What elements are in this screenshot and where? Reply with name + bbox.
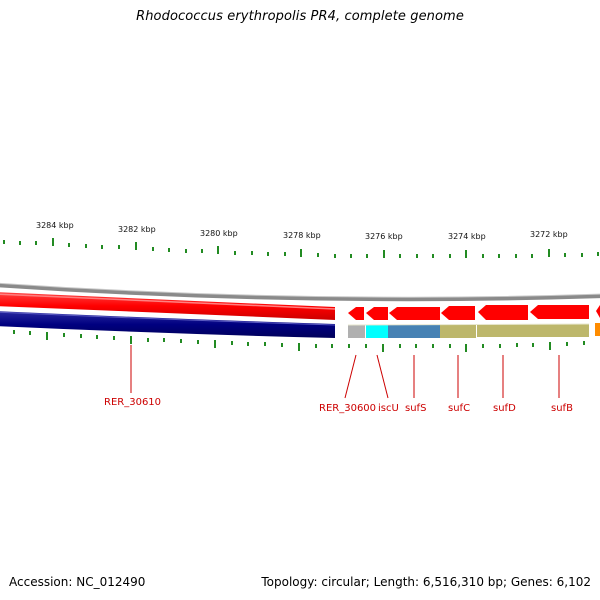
track-rer30600[interactable] <box>348 325 365 338</box>
function-tracks <box>347 323 600 338</box>
kbp-label: 3280 kbp <box>200 229 238 238</box>
kbp-label: 3282 kbp <box>118 225 156 234</box>
gene-arrow-iscu[interactable] <box>366 307 388 320</box>
inner-ticks <box>13 330 585 352</box>
gene-label-rer30600[interactable]: RER_30600 <box>319 403 376 414</box>
gene-label-iscu[interactable]: iscU <box>378 403 399 414</box>
gene-labels: RER_30610 RER_30600 iscU sufS sufC sufD … <box>104 397 573 414</box>
kbp-label: 3278 kbp <box>283 231 321 240</box>
gene-arrow-sufb[interactable] <box>530 305 589 319</box>
track-sufs[interactable] <box>388 325 440 338</box>
track-rer30610[interactable] <box>0 311 335 338</box>
kbp-label: 3272 kbp <box>530 230 568 239</box>
outer-ticks <box>3 238 599 258</box>
kbp-labels: 3284 kbp 3282 kbp 3280 kbp 3278 kbp 3276… <box>36 221 568 241</box>
gene-arrow-next[interactable] <box>596 305 600 318</box>
gene-label-rer30610[interactable]: RER_30610 <box>104 397 161 408</box>
track-sufb[interactable] <box>529 324 589 337</box>
gene-label-sufc[interactable]: sufC <box>448 403 470 414</box>
gene-arrow-rer30610[interactable] <box>0 292 335 320</box>
kbp-label: 3284 kbp <box>36 221 74 230</box>
gene-label-sufs[interactable]: sufS <box>405 403 426 414</box>
gene-label-sufd[interactable]: sufD <box>493 403 516 414</box>
gene-leaders <box>130 345 560 399</box>
track-sufd[interactable] <box>477 324 529 337</box>
track-next[interactable] <box>595 323 600 336</box>
gene-arrow-sufd[interactable] <box>478 305 528 320</box>
gene-arrows-reverse <box>348 305 600 320</box>
kbp-label: 3276 kbp <box>365 232 403 241</box>
gene-arrow-sufc[interactable] <box>441 306 475 320</box>
genome-info-text: Topology: circular; Length: 6,516,310 bp… <box>261 575 591 589</box>
genome-backbone <box>0 283 600 302</box>
track-sufc[interactable] <box>440 325 476 338</box>
track-iscu[interactable] <box>366 325 388 338</box>
kbp-label: 3274 kbp <box>448 232 486 241</box>
genome-title: Rhodococcus erythropolis PR4, complete g… <box>136 9 464 24</box>
gene-label-sufb[interactable]: sufB <box>551 403 573 414</box>
accession-text: Accession: NC_012490 <box>9 575 146 589</box>
gene-arrow-sufs[interactable] <box>389 307 440 320</box>
gene-arrow-rer30600[interactable] <box>348 307 364 320</box>
